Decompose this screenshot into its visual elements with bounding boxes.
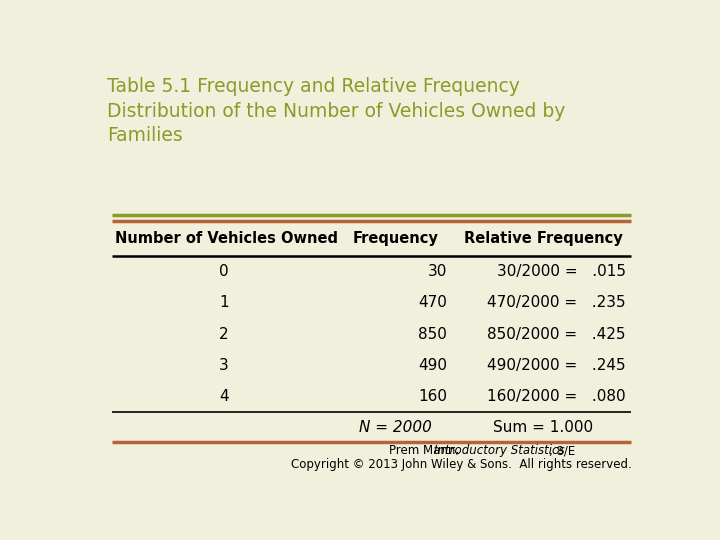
Text: 30/2000 =   .015: 30/2000 = .015 [497,264,626,279]
Text: Relative Frequency: Relative Frequency [464,231,623,246]
Text: Prem Mann,: Prem Mann, [389,444,462,457]
Text: 30: 30 [428,264,447,279]
Text: 850/2000 =   .425: 850/2000 = .425 [487,327,626,341]
Text: 490: 490 [418,357,447,373]
Text: 2: 2 [219,327,229,341]
Text: 0: 0 [219,264,229,279]
Text: 470/2000 =   .235: 470/2000 = .235 [487,295,626,310]
Text: 850: 850 [418,327,447,341]
Text: 490/2000 =   .245: 490/2000 = .245 [487,357,626,373]
Text: N = 2000: N = 2000 [359,420,432,435]
Text: Frequency: Frequency [353,231,438,246]
Text: Copyright © 2013 John Wiley & Sons.  All rights reserved.: Copyright © 2013 John Wiley & Sons. All … [290,458,631,471]
Text: 160/2000 =   .080: 160/2000 = .080 [487,389,626,404]
Text: 470: 470 [418,295,447,310]
Text: , 8/E: , 8/E [549,444,575,457]
Text: Number of Vehicles Owned: Number of Vehicles Owned [115,231,338,246]
Text: 1: 1 [219,295,229,310]
Text: Table 5.1 Frequency and Relative Frequency
Distribution of the Number of Vehicle: Table 5.1 Frequency and Relative Frequen… [107,77,565,145]
Text: 4: 4 [219,389,229,404]
Text: 160: 160 [418,389,447,404]
Text: 3: 3 [219,357,229,373]
Text: Introductory Statistics: Introductory Statistics [434,444,565,457]
Text: Sum = 1.000: Sum = 1.000 [493,420,593,435]
